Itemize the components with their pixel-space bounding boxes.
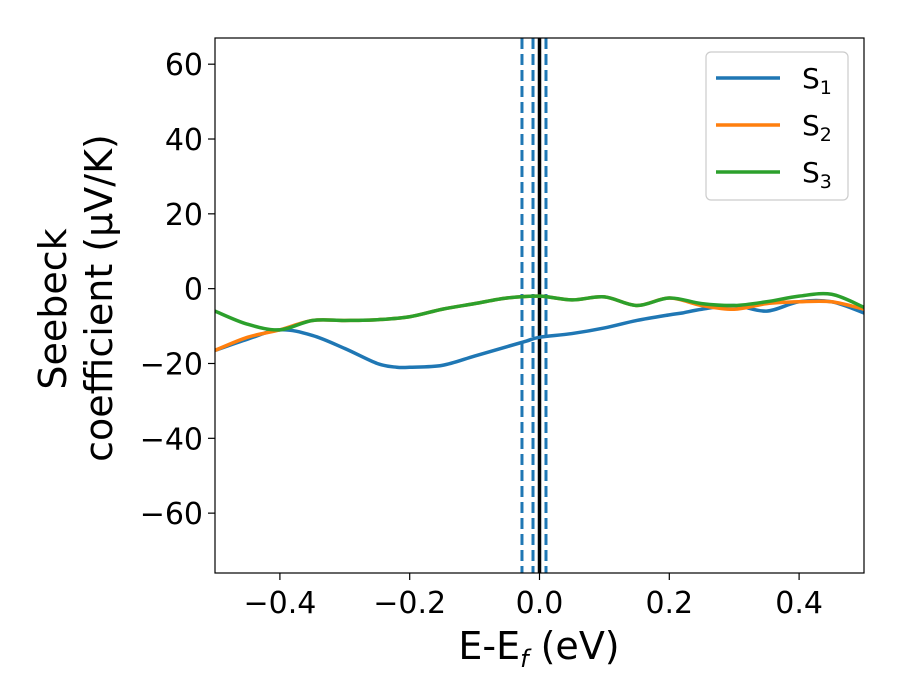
y-tick-label: −60 — [140, 497, 203, 532]
series-lines — [215, 291, 864, 370]
y-tick-label: −20 — [140, 347, 203, 382]
legend-entries: S1 S2 S3 — [716, 62, 832, 193]
series-line-s3 — [215, 291, 864, 332]
y-tick-label: 60 — [165, 48, 203, 83]
legend-label-s2: S2 — [802, 109, 832, 146]
reference-lines — [520, 38, 548, 573]
x-axis-label-main: E-E — [458, 624, 520, 668]
y-axis-label-line-2: coefficient (μV/K) — [77, 134, 121, 462]
y-axis-ticks: −60 −40 −20 0 20 40 60 — [140, 48, 215, 532]
x-tick-label: 0.2 — [645, 586, 693, 621]
legend-label-s1: S1 — [802, 62, 832, 99]
x-axis-label: E-Ef (eV) — [458, 624, 619, 673]
x-tick-label: 0.4 — [775, 586, 823, 621]
y-axis-label-line-1: Seebeck — [31, 228, 75, 389]
x-axis-label-unit: (eV) — [529, 624, 620, 668]
y-tick-label: −40 — [140, 422, 203, 457]
x-tick-label: −0.2 — [373, 586, 446, 621]
x-tick-label: 0.0 — [516, 586, 564, 621]
x-axis-ticks: −0.4 −0.2 0.0 0.2 0.4 — [243, 573, 823, 621]
legend-label-s3: S3 — [802, 156, 832, 193]
y-tick-label: 0 — [184, 273, 203, 308]
y-tick-label: 40 — [165, 123, 203, 158]
x-tick-label: −0.4 — [243, 586, 316, 621]
legend: S1 S2 S3 — [705, 51, 849, 201]
y-tick-label: 20 — [165, 198, 203, 233]
